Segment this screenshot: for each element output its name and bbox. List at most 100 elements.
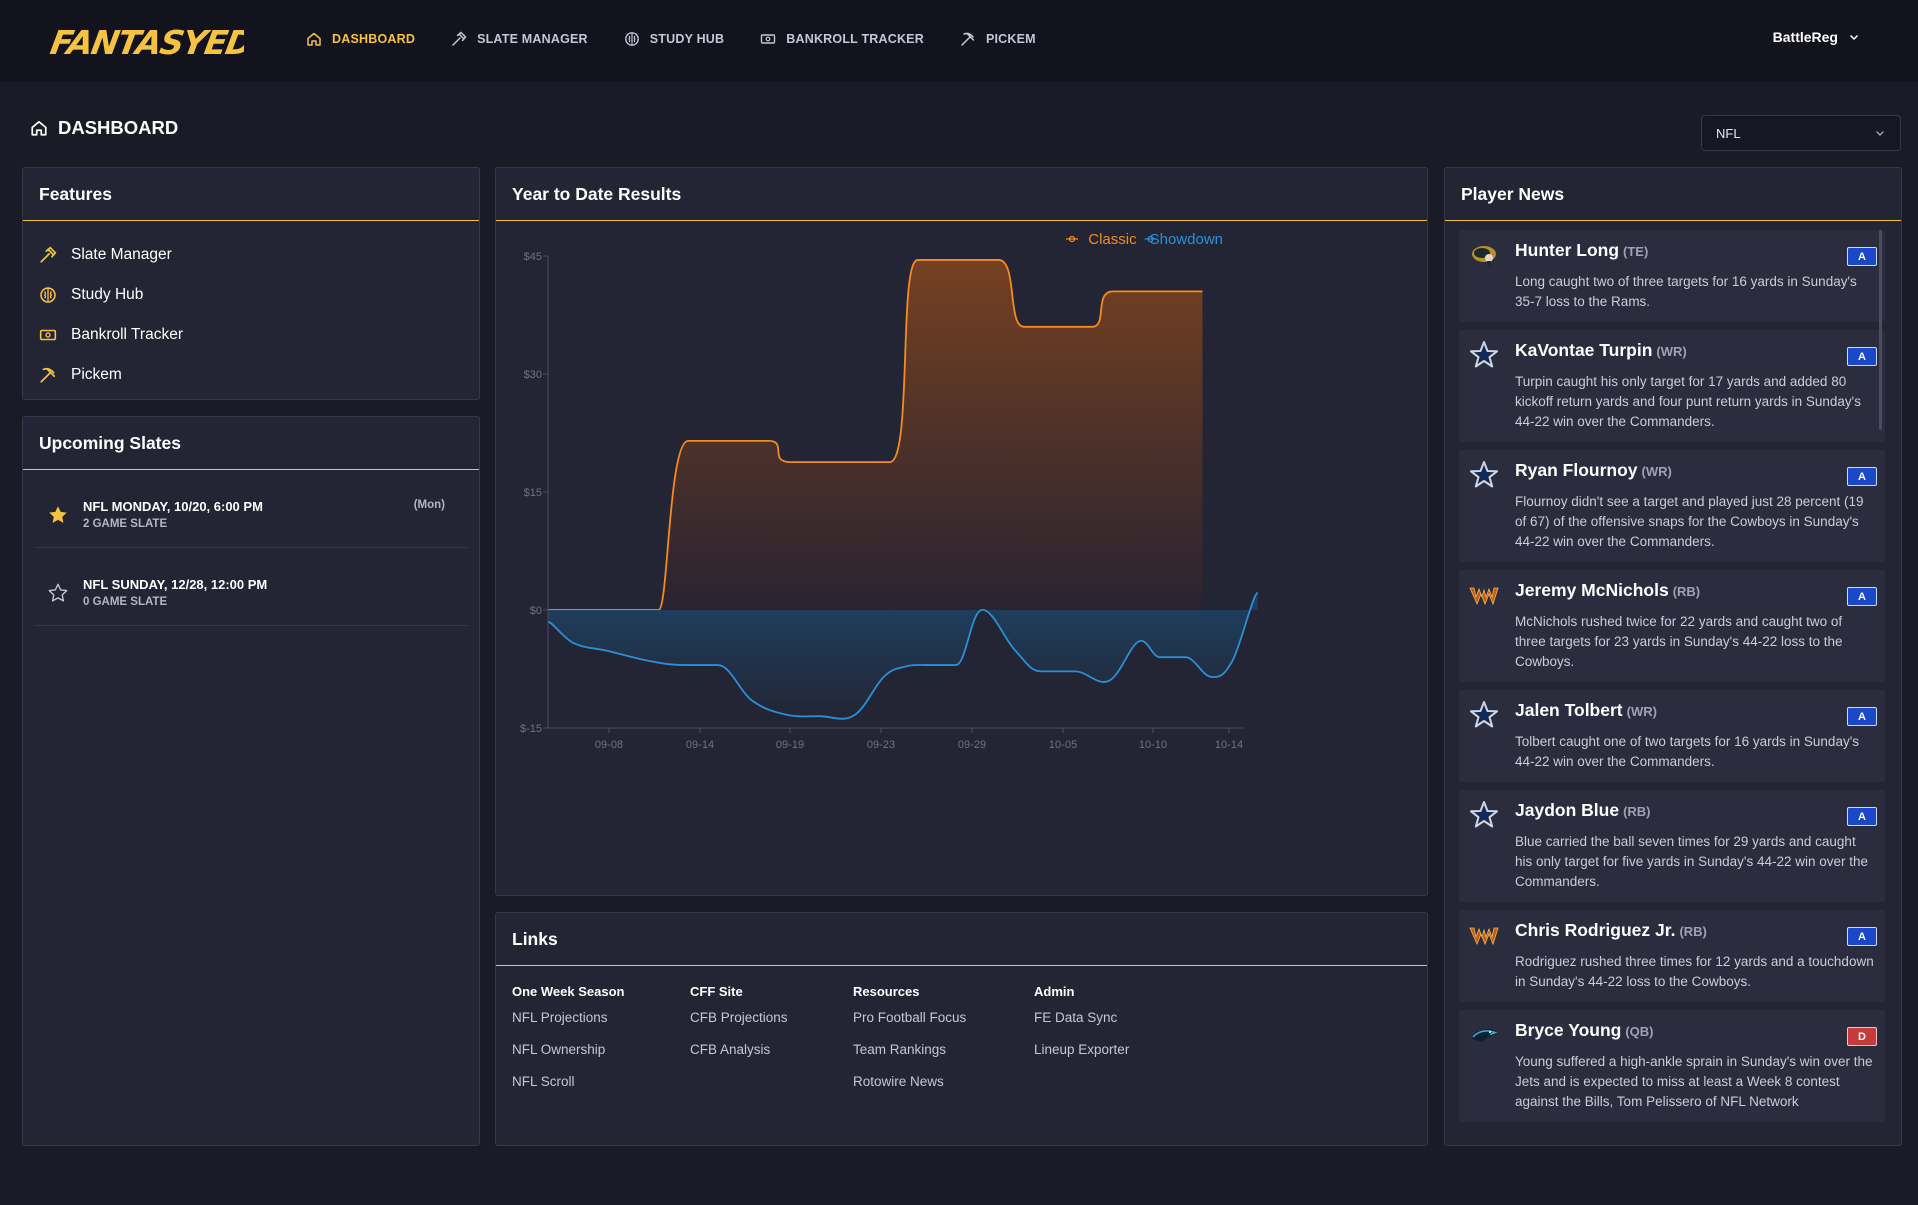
link[interactable]: NFL Projections: [512, 1010, 608, 1025]
sport-select[interactable]: NFL: [1701, 115, 1901, 151]
grade-badge: A: [1847, 247, 1877, 266]
link[interactable]: NFL Ownership: [512, 1042, 606, 1057]
page-title-text: DASHBOARD: [58, 117, 179, 138]
nav-bankroll-tracker[interactable]: BANKROLL TRACKER: [760, 28, 924, 50]
news-item[interactable]: Jeremy McNichols (RB) A McNichols rushed tw…: [1459, 570, 1885, 682]
features-card: Features Slate Manager Study Hub Bankrol…: [22, 167, 480, 400]
grade-badge: D: [1847, 1027, 1877, 1046]
links-column-head: CFF Site: [690, 984, 743, 999]
legend-marker-dot: [1068, 235, 1076, 243]
news-text: McNichols rushed twice for 22 yards and …: [1515, 614, 1843, 669]
news-player-line: Ryan Flournoy (WR): [1515, 460, 1875, 481]
user-menu[interactable]: BattleReg: [1773, 29, 1860, 45]
news-text: Flournoy didn't see a target and played …: [1515, 494, 1864, 549]
ytd-results-title: Year to Date Results: [496, 168, 1427, 221]
news-text: Tolbert caught one of two targets for 16…: [1515, 734, 1860, 769]
player-news-title: Player News: [1445, 168, 1901, 221]
news-player-line: Bryce Young (QB): [1515, 1020, 1875, 1041]
top-navbar: FANTASYEDGE DASHBOARD SLATE MANAGER STUD…: [0, 0, 1918, 82]
slate-item[interactable]: NFL MONDAY, 10/20, 6:00 PM 2 GAME SLATE …: [35, 482, 467, 548]
links-column: One Week Season NFL Projections NFL Owne…: [512, 984, 690, 1106]
nav-slate-manager[interactable]: SLATE MANAGER: [451, 28, 588, 50]
link[interactable]: NFL Scroll: [512, 1074, 575, 1089]
star-filled-icon[interactable]: [47, 504, 69, 526]
grade-badge: A: [1847, 467, 1877, 486]
slate-game-count: 0 GAME SLATE: [83, 596, 168, 608]
grade-badge: A: [1847, 347, 1877, 366]
y-tick-label: $0: [530, 605, 542, 617]
slate-game-count: 2 GAME SLATE: [83, 518, 168, 530]
news-player-name[interactable]: Jaydon Blue: [1515, 800, 1620, 820]
home-icon: [31, 120, 47, 136]
news-item[interactable]: Hunter Long (TE) A Long caught two of three…: [1459, 230, 1885, 322]
link[interactable]: Pro Football Focus: [853, 1010, 967, 1025]
chevron-down-icon: [1876, 131, 1884, 136]
news-scrollbar[interactable]: [1879, 230, 1882, 430]
y-tick-label: $30: [524, 369, 542, 381]
links-columns: One Week Season NFL Projections NFL Owne…: [496, 966, 1427, 1124]
features-list: Slate Manager Study Hub Bankroll Tracker…: [23, 221, 479, 399]
feature-label: Study Hub: [71, 286, 144, 303]
x-tick-label: 10-10: [1139, 739, 1167, 751]
slate-item[interactable]: NFL SUNDAY, 12/28, 12:00 PM 0 GAME SLATE: [35, 560, 467, 626]
links-column-head: Resources: [853, 984, 920, 999]
x-tick-label: 09-23: [867, 739, 895, 751]
nav-dashboard[interactable]: DASHBOARD: [306, 28, 415, 50]
news-player-position: (WR): [1626, 704, 1657, 719]
news-player-position: (TE): [1623, 244, 1649, 259]
news-item[interactable]: KaVontae Turpin (WR) A Turpin caught his on…: [1459, 330, 1885, 442]
news-item[interactable]: Jalen Tolbert (WR) A Tolbert caught one of …: [1459, 690, 1885, 782]
fantasyedge-logo[interactable]: FANTASYEDGE: [48, 14, 244, 66]
news-player-name[interactable]: Jalen Tolbert: [1515, 700, 1623, 720]
news-item[interactable]: Bryce Young (QB) D Young suffered a high-an…: [1459, 1010, 1885, 1122]
brain-icon: [40, 287, 56, 303]
series-area-showdown: [548, 592, 1258, 719]
y-tick-label: $45: [524, 251, 542, 263]
feature-study-hub[interactable]: Study Hub: [39, 275, 463, 315]
x-tick-label: 10-14: [1215, 739, 1243, 751]
series-line-showdown: [547, 591, 1259, 720]
news-player-line: Hunter Long (TE): [1515, 240, 1875, 261]
ytd-chart: $45 $30 $15 $0 $-15 09-08 09-14 09-19 09-23 09-29…: [520, 231, 1259, 751]
panthers-logo-icon: [1471, 1028, 1498, 1042]
feature-slate-manager[interactable]: Slate Manager: [39, 235, 463, 275]
news-player-position: (RB): [1672, 584, 1701, 599]
link[interactable]: Team Rankings: [853, 1042, 947, 1057]
grade-badge: A: [1847, 587, 1877, 606]
link[interactable]: Lineup Exporter: [1034, 1042, 1130, 1057]
news-player-name[interactable]: Hunter Long: [1515, 240, 1620, 260]
nav-study-hub[interactable]: STUDY HUB: [624, 28, 725, 50]
news-item[interactable]: Chris Rodriguez Jr. (RB) A Rodriguez rushed…: [1459, 910, 1885, 1002]
feature-bankroll-tracker[interactable]: Bankroll Tracker: [39, 315, 463, 355]
links-card: Links One Week Season NFL Projections NF…: [495, 912, 1428, 1146]
commanders-w-icon: [1469, 587, 1499, 606]
hammer-icon: [40, 246, 57, 263]
slate-info: NFL MONDAY, 10/20, 6:00 PM 2 GAME SLATE: [83, 499, 263, 530]
player-news-list[interactable]: Hunter Long (TE) A Long caught two of three…: [1459, 230, 1885, 1140]
news-item[interactable]: Ryan Flournoy (WR) A Flournoy didn't see a …: [1459, 450, 1885, 562]
news-text: Blue carried the ball seven times for 29…: [1515, 834, 1869, 889]
news-player-position: (RB): [1679, 924, 1707, 939]
news-player-name[interactable]: Bryce Young: [1515, 1020, 1622, 1040]
nav-pickem[interactable]: PICKEM: [960, 28, 1036, 50]
news-player-position: (WR): [1641, 464, 1672, 479]
nav-slate-manager-label: SLATE MANAGER: [477, 32, 588, 46]
link[interactable]: Rotowire News: [853, 1074, 944, 1089]
player-news-card: Player News Hunter Long (TE) A Long caught …: [1444, 167, 1902, 1146]
star-outline-icon[interactable]: [47, 582, 69, 604]
news-player-name[interactable]: Ryan Flournoy: [1515, 460, 1638, 480]
nav-dashboard-label: DASHBOARD: [332, 32, 416, 46]
news-item[interactable]: Jaydon Blue (RB) A Blue carried the ball se…: [1459, 790, 1885, 902]
news-player-name[interactable]: Chris Rodriguez Jr.: [1515, 920, 1676, 940]
news-player-name[interactable]: KaVontae Turpin: [1515, 340, 1653, 360]
link[interactable]: FE Data Sync: [1034, 1010, 1118, 1025]
money-icon: [39, 329, 57, 341]
legend-label-showdown: Showdown: [1150, 231, 1223, 248]
link[interactable]: CFB Analysis: [690, 1042, 771, 1057]
news-player-name[interactable]: Jeremy McNichols: [1515, 580, 1669, 600]
links-column-head: One Week Season: [512, 984, 625, 999]
commanders-w-icon: [1469, 927, 1499, 946]
feature-pickem[interactable]: Pickem: [39, 355, 463, 395]
cowboys-star-icon: [1470, 701, 1498, 728]
link[interactable]: CFB Projections: [690, 1010, 788, 1025]
